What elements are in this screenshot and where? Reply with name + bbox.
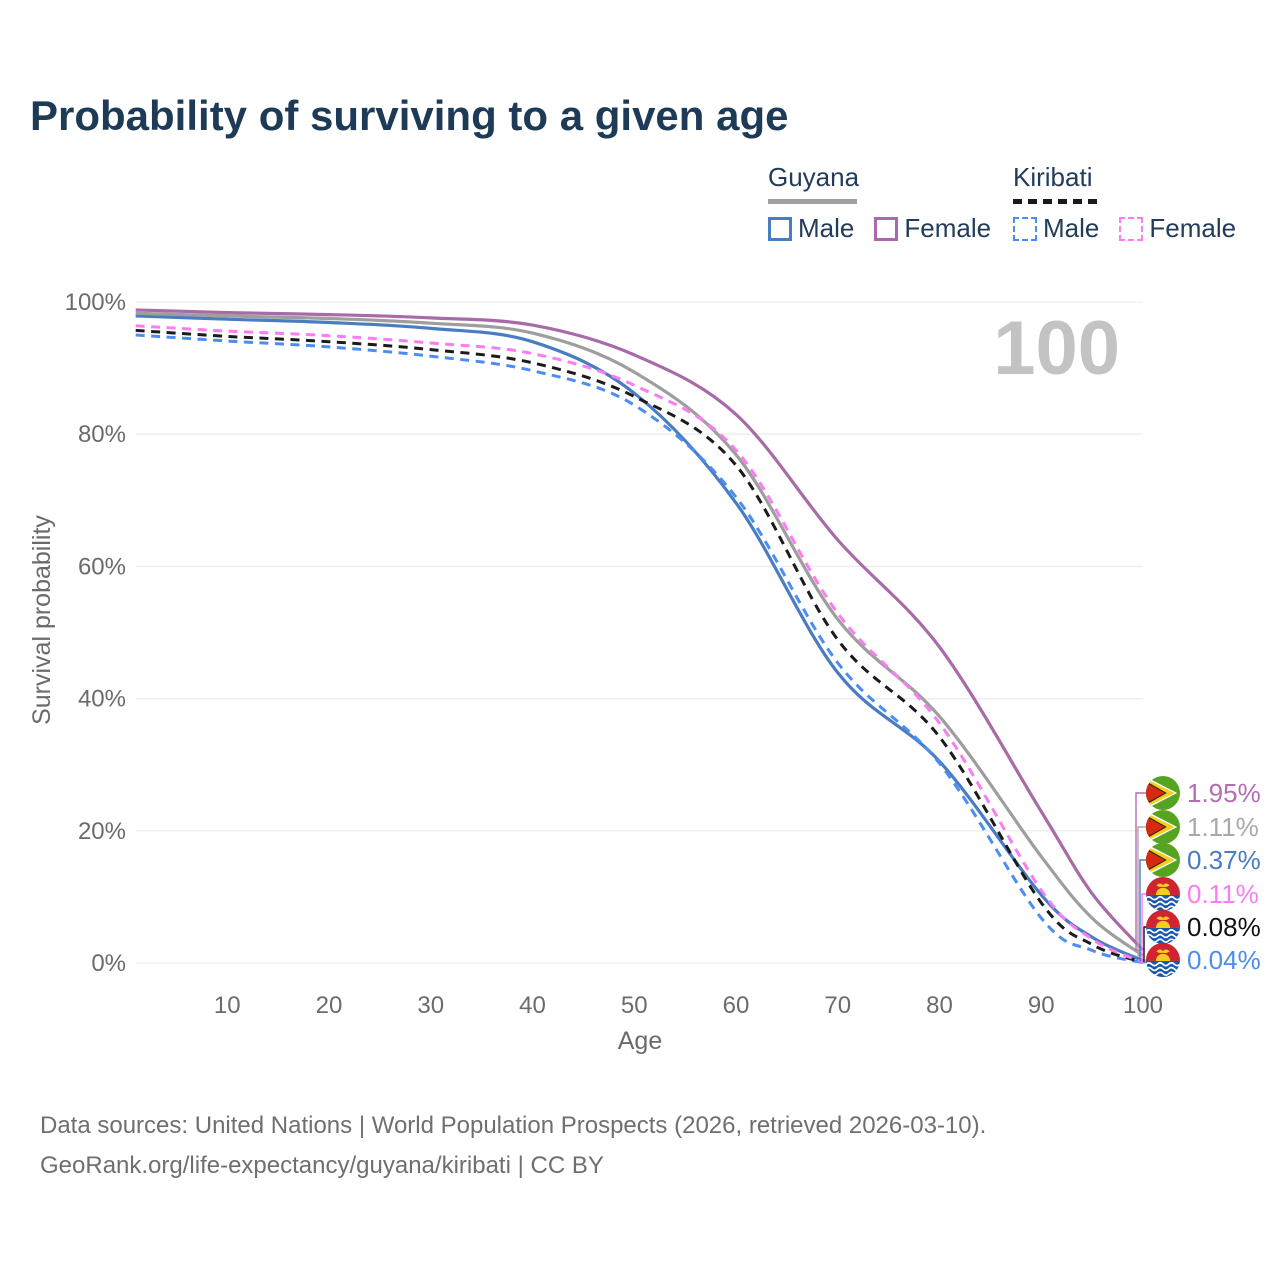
legend-country-label: Guyana — [768, 162, 860, 192]
end-label-guyana-both: 1.11% — [1146, 810, 1259, 844]
age-watermark: 100 — [993, 306, 1120, 391]
legend-group-guyana: Guyana Male Female — [768, 162, 991, 244]
legend-underline-guyana — [768, 199, 857, 204]
gridlines — [135, 301, 1143, 964]
x-tick-label: 10 — [214, 992, 241, 1019]
legend-item-label: Male — [1043, 213, 1100, 243]
y-tick-label: 40% — [78, 686, 126, 713]
x-axis-ticks: 10 20 30 40 50 60 70 80 90 100 — [214, 992, 1163, 1019]
y-tick-label: 20% — [78, 818, 126, 845]
y-axis-ticks: 0% 20% 40% 60% 80% 100% — [65, 289, 126, 977]
y-tick-label: 60% — [78, 553, 126, 580]
end-value: 0.04% — [1187, 944, 1261, 975]
curves — [135, 308, 1145, 965]
guyana-female-swatch-icon — [874, 216, 899, 241]
x-tick-label: 60 — [723, 992, 750, 1019]
end-label-guyana-male: 0.37% — [1146, 843, 1261, 877]
kiribati-flag-icon — [1146, 910, 1180, 944]
legend-item-label: Male — [798, 213, 855, 243]
end-value: 0.37% — [1187, 844, 1261, 875]
guyana-flag-icon — [1146, 843, 1180, 877]
curve-kiribati_female — [135, 324, 1144, 964]
legend-item-label: Female — [1149, 213, 1237, 243]
footer: Data sources: United Nations | World Pop… — [40, 1106, 986, 1186]
footer-attribution-line: GeoRank.org/life-expectancy/guyana/kirib… — [40, 1152, 604, 1179]
x-tick-label: 70 — [824, 992, 851, 1019]
end-label-kiribati-both: 0.08% — [1146, 910, 1261, 944]
kiribati-male-swatch-icon — [1013, 216, 1037, 241]
guyana-flag-icon — [1146, 776, 1180, 810]
x-axis-title: Age — [618, 1027, 662, 1055]
leader-kiribati_female — [1141, 893, 1148, 963]
legend-item-label: Female — [904, 213, 992, 243]
legend-underline-kiribati — [1013, 199, 1099, 204]
end-value: 0.11% — [1187, 878, 1259, 909]
kiribati-female-swatch-icon — [1119, 216, 1144, 241]
page-title: Probability of surviving to a given age — [30, 92, 789, 139]
y-tick-label: 80% — [78, 421, 126, 448]
x-tick-label: 20 — [316, 992, 343, 1019]
legend-item-kiribati-male[interactable]: Male — [1013, 213, 1099, 244]
legend-country-label: Kiribati — [1013, 162, 1093, 192]
footer-sources-line: Data sources: United Nations | World Pop… — [40, 1112, 987, 1139]
curve-guyana_female — [135, 308, 1145, 952]
legend-country-kiribati[interactable]: Kiribati — [1013, 162, 1236, 204]
legend-row-kiribati: Male Female — [1013, 213, 1236, 244]
end-value: 1.11% — [1187, 811, 1259, 842]
legend-row-guyana: Male Female — [768, 213, 991, 244]
y-tick-label: 100% — [65, 289, 126, 316]
x-tick-label: 50 — [621, 992, 648, 1019]
curve-kiribati_all — [135, 328, 1144, 964]
kiribati-flag-icon — [1146, 877, 1180, 911]
kiribati-flag-icon — [1146, 943, 1180, 977]
end-value: 0.08% — [1187, 911, 1261, 942]
x-tick-label: 80 — [926, 992, 953, 1019]
end-value: 1.95% — [1187, 777, 1261, 808]
guyana-flag-icon — [1146, 810, 1180, 844]
x-tick-label: 90 — [1028, 992, 1055, 1019]
y-tick-label: 0% — [91, 950, 126, 977]
end-label-guyana-female: 1.95% — [1146, 776, 1261, 810]
legend-item-guyana-female[interactable]: Female — [874, 213, 991, 244]
legend-country-guyana[interactable]: Guyana — [768, 162, 991, 204]
legend-group-kiribati: Kiribati Male Female — [1013, 162, 1236, 244]
curve-guyana_male — [135, 314, 1144, 963]
guyana-male-swatch-icon — [768, 216, 792, 241]
x-tick-label: 100 — [1123, 992, 1163, 1019]
legend-item-guyana-male[interactable]: Male — [768, 213, 854, 244]
legend-item-kiribati-female[interactable]: Female — [1119, 213, 1236, 244]
end-label-kiribati-female: 0.11% — [1146, 877, 1259, 911]
curve-kiribati_male — [135, 333, 1144, 965]
y-axis-title: Survival probability — [28, 515, 56, 725]
x-tick-label: 30 — [417, 992, 444, 1019]
end-label-kiribati-male: 0.04% — [1146, 943, 1261, 977]
x-tick-label: 40 — [519, 992, 546, 1019]
leader-lines — [1135, 792, 1148, 964]
